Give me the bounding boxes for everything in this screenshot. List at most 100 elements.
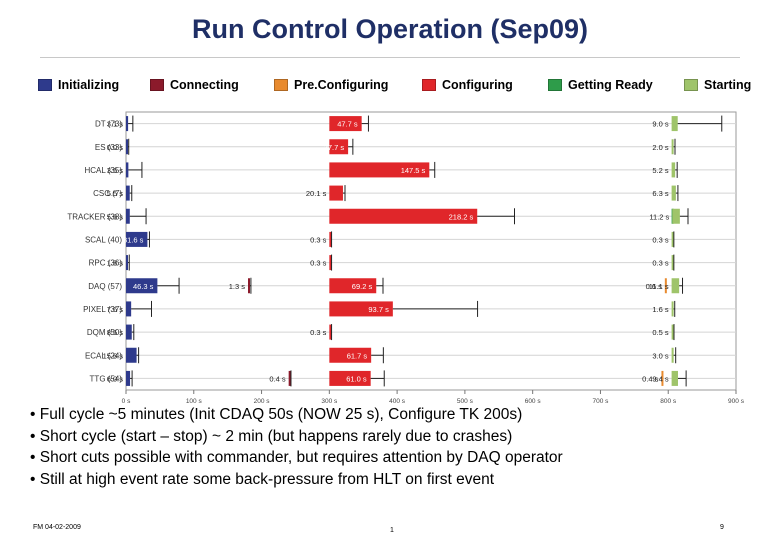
footer-date: FM 04-02-2009 (33, 524, 81, 531)
phase-bar (329, 185, 343, 201)
duration-label: 0.3 s (310, 259, 327, 268)
duration-label: 0.6 s (646, 282, 663, 291)
phase-bar (672, 208, 680, 224)
x-tick-label: 100 s (186, 398, 203, 405)
phase-bar (329, 324, 332, 340)
duration-label: 1.3 s (229, 282, 246, 291)
phase-bar (329, 139, 349, 155)
bullet-item: • Short cycle (start – stop) ~ 2 min (bu… (30, 427, 513, 445)
category-label: ES (33) (95, 143, 122, 152)
legend-label: Getting Ready (568, 78, 653, 92)
duration-label: 3.1 s (107, 120, 124, 129)
phase-bar (671, 116, 678, 132)
x-tick-label: 200 s (254, 398, 271, 405)
legend-swatch (422, 79, 436, 91)
duration-label: 2.0 s (652, 143, 669, 152)
duration-label: 5.2 s (652, 166, 669, 175)
duration-label: 3.0 s (652, 351, 669, 360)
duration-label: 47.7 s (337, 120, 358, 129)
duration-label: 9.0 s (652, 120, 669, 129)
x-tick-label: 700 s (592, 398, 609, 405)
duration-label: 7.6 s (107, 305, 124, 314)
category-label: TTG (54) (90, 374, 123, 383)
chart-legend: Initializing Connecting Pre.Configuring Con… (38, 78, 758, 94)
phase-bar (671, 255, 674, 271)
duration-label: 93.7 s (368, 305, 389, 314)
duration-label: 0.4 s (269, 374, 286, 383)
phase-bar (126, 255, 128, 271)
phase-bar (329, 278, 377, 294)
phase-bar (126, 324, 132, 340)
phase-bar (126, 347, 137, 363)
legend-label: Starting (704, 78, 752, 92)
duration-label: 61.7 s (347, 351, 368, 360)
phase-bar (126, 162, 129, 178)
category-label: ECAL (24) (85, 351, 122, 360)
duration-label: 0.4 s (642, 374, 659, 383)
legend-item: Connecting (150, 78, 239, 92)
phase-bar (288, 370, 291, 386)
duration-label: 31.6 s (123, 235, 144, 244)
duration-label: 0.0 s (107, 143, 124, 152)
phase-bar (671, 162, 676, 178)
duration-label: 0.3 s (310, 235, 327, 244)
x-tick-label: 900 s (728, 398, 745, 405)
legend-swatch (150, 79, 164, 91)
duration-label: 0.3 s (310, 328, 327, 337)
legend-label: Initializing (58, 78, 120, 92)
phase-bar (671, 347, 674, 363)
legend-swatch (274, 79, 288, 91)
phase-bar (671, 301, 674, 317)
category-label: SCAL (40) (85, 235, 122, 244)
x-tick-label: 600 s (525, 398, 542, 405)
plot-frame (125, 111, 737, 391)
x-tick-label: 300 s (321, 398, 338, 405)
phase-bar (671, 370, 678, 386)
phase-bar (671, 139, 674, 155)
x-tick-label: 800 s (660, 398, 677, 405)
legend-item: Configuring (422, 78, 513, 92)
slide-title: Run Control Operation (Sep09) (191, 14, 588, 44)
category-label: PIXEL (37) (83, 305, 122, 314)
phase-bar (126, 208, 130, 224)
duration-label: 0.3 s (652, 259, 669, 268)
phase-bar (661, 370, 664, 386)
category-label: DT (73) (95, 120, 122, 129)
phase-bar (664, 278, 667, 294)
category-label: TRACKER (38) (67, 212, 122, 221)
duration-label: 61.0 s (346, 374, 367, 383)
footer-center: 1 (390, 527, 394, 534)
phase-bar (671, 185, 676, 201)
phase-bar (329, 208, 478, 224)
duration-label: 69.2 s (352, 282, 373, 291)
phase-bar (126, 231, 148, 247)
legend-item: Starting (684, 78, 751, 92)
phase-bar (126, 185, 130, 201)
duration-label: 3.5 s (107, 166, 124, 175)
legend-label: Pre.Configuring (294, 78, 389, 92)
title-divider (40, 57, 740, 58)
x-tick-label: 400 s (389, 398, 406, 405)
bullet-item: • Full cycle ~5 minutes (Init CDAQ 50s (… (30, 406, 523, 423)
category-label: HCAL (35) (85, 166, 123, 175)
legend-swatch (684, 79, 698, 91)
duration-label: 5.5 s (107, 189, 124, 198)
phase-bar (329, 116, 362, 132)
duration-label: 15.6 s (103, 351, 124, 360)
phase-bar (329, 301, 393, 317)
duration-label: 27.7 s (324, 143, 345, 152)
category-label: CSC (7) (93, 189, 122, 198)
duration-label: 218.2 s (449, 212, 474, 221)
duration-label: 1.6 s (652, 305, 669, 314)
phase-bar (671, 231, 674, 247)
phase-bar (671, 278, 680, 294)
duration-label: 0.5 s (652, 328, 669, 337)
phase-bar (329, 347, 372, 363)
phase-bar (126, 301, 132, 317)
duration-label: 5.6 s (107, 212, 124, 221)
legend-item: Initializing (38, 78, 119, 92)
phase-bar (329, 162, 430, 178)
duration-label: 0.3 s (652, 235, 669, 244)
x-tick-label: 0 s (122, 398, 131, 405)
bullet-item: • Short cuts possible with commander, bu… (30, 449, 563, 466)
